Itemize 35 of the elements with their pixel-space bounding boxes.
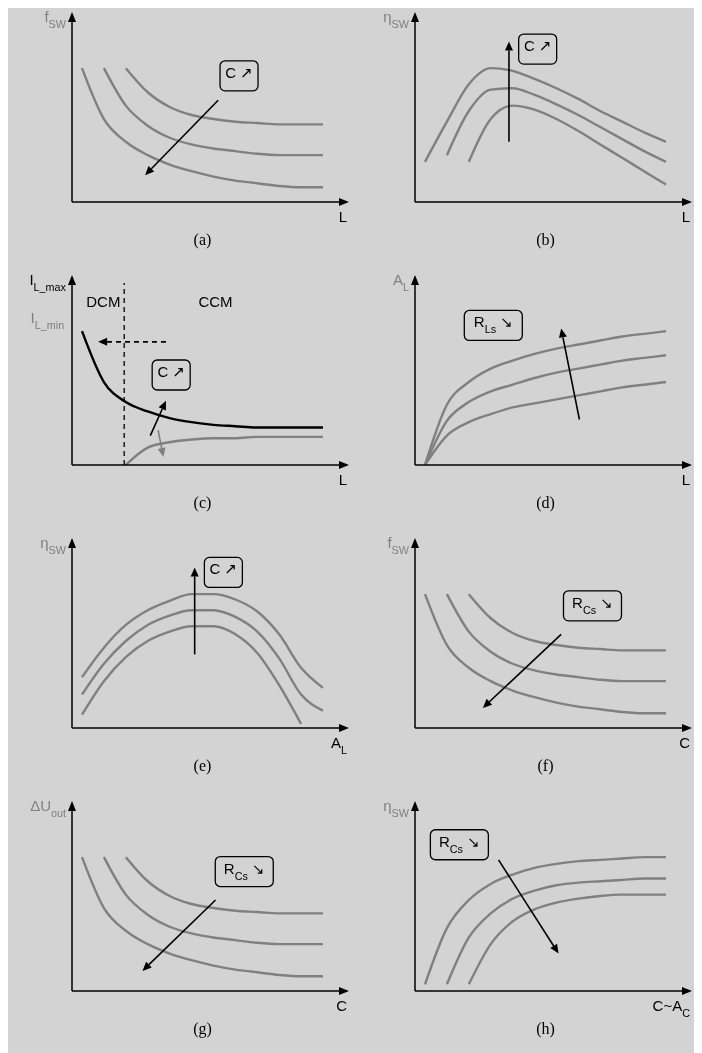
y-axis-title: f$_{SW}$ — [387, 534, 410, 556]
text: (c) — [192, 494, 213, 512]
annotation: C ↗ — [157, 362, 185, 380]
text: (e) — [192, 757, 213, 775]
text: (b) — [535, 231, 556, 249]
x-axis-title: C — [679, 734, 691, 751]
y-axis-title: η$_{SW}$ — [383, 8, 410, 30]
x-axis-title: A$_{L}$ — [330, 734, 347, 756]
annotation: R$_{Ls}$ ↘ — [473, 313, 513, 336]
text: (d) — [535, 494, 556, 512]
x-axis-title: L — [681, 208, 690, 225]
text: R$_{Cs}$ ↘ — [438, 832, 480, 855]
text: C ↗ — [523, 37, 552, 55]
y-axis-title: η$_{SW}$ — [383, 797, 410, 819]
text: (a) — [192, 231, 213, 249]
annotation: R$_{Cs}$ ↘ — [223, 859, 265, 882]
text: I$_{L_min}$ — [30, 309, 65, 332]
text: CCM — [198, 293, 233, 311]
x-axis-title: C~A$_{C}$ — [652, 997, 691, 1019]
x-axis-title: L — [338, 208, 347, 225]
text: (g) — [192, 1020, 213, 1038]
y-axis-title: f$_{SW}$ — [44, 8, 67, 30]
text: (h) — [535, 1020, 556, 1038]
y-axis-title: ΔU$_{out}$ — [30, 797, 66, 819]
text: DCM — [86, 293, 121, 311]
y-axis-title: I$_{L_max}$ — [29, 271, 67, 293]
text: C ↗ — [209, 560, 238, 578]
annotation: R$_{Cs}$ ↘ — [572, 593, 613, 616]
y-axis-title: A$_{L}$ — [392, 271, 409, 293]
y-axis-title: η$_{SW}$ — [40, 534, 67, 556]
text: (f) — [536, 757, 555, 775]
x-axis-title: C — [336, 997, 348, 1014]
x-axis-title: L — [681, 471, 690, 488]
annotation: C ↗ — [225, 63, 253, 81]
x-axis-title: L — [338, 471, 347, 488]
